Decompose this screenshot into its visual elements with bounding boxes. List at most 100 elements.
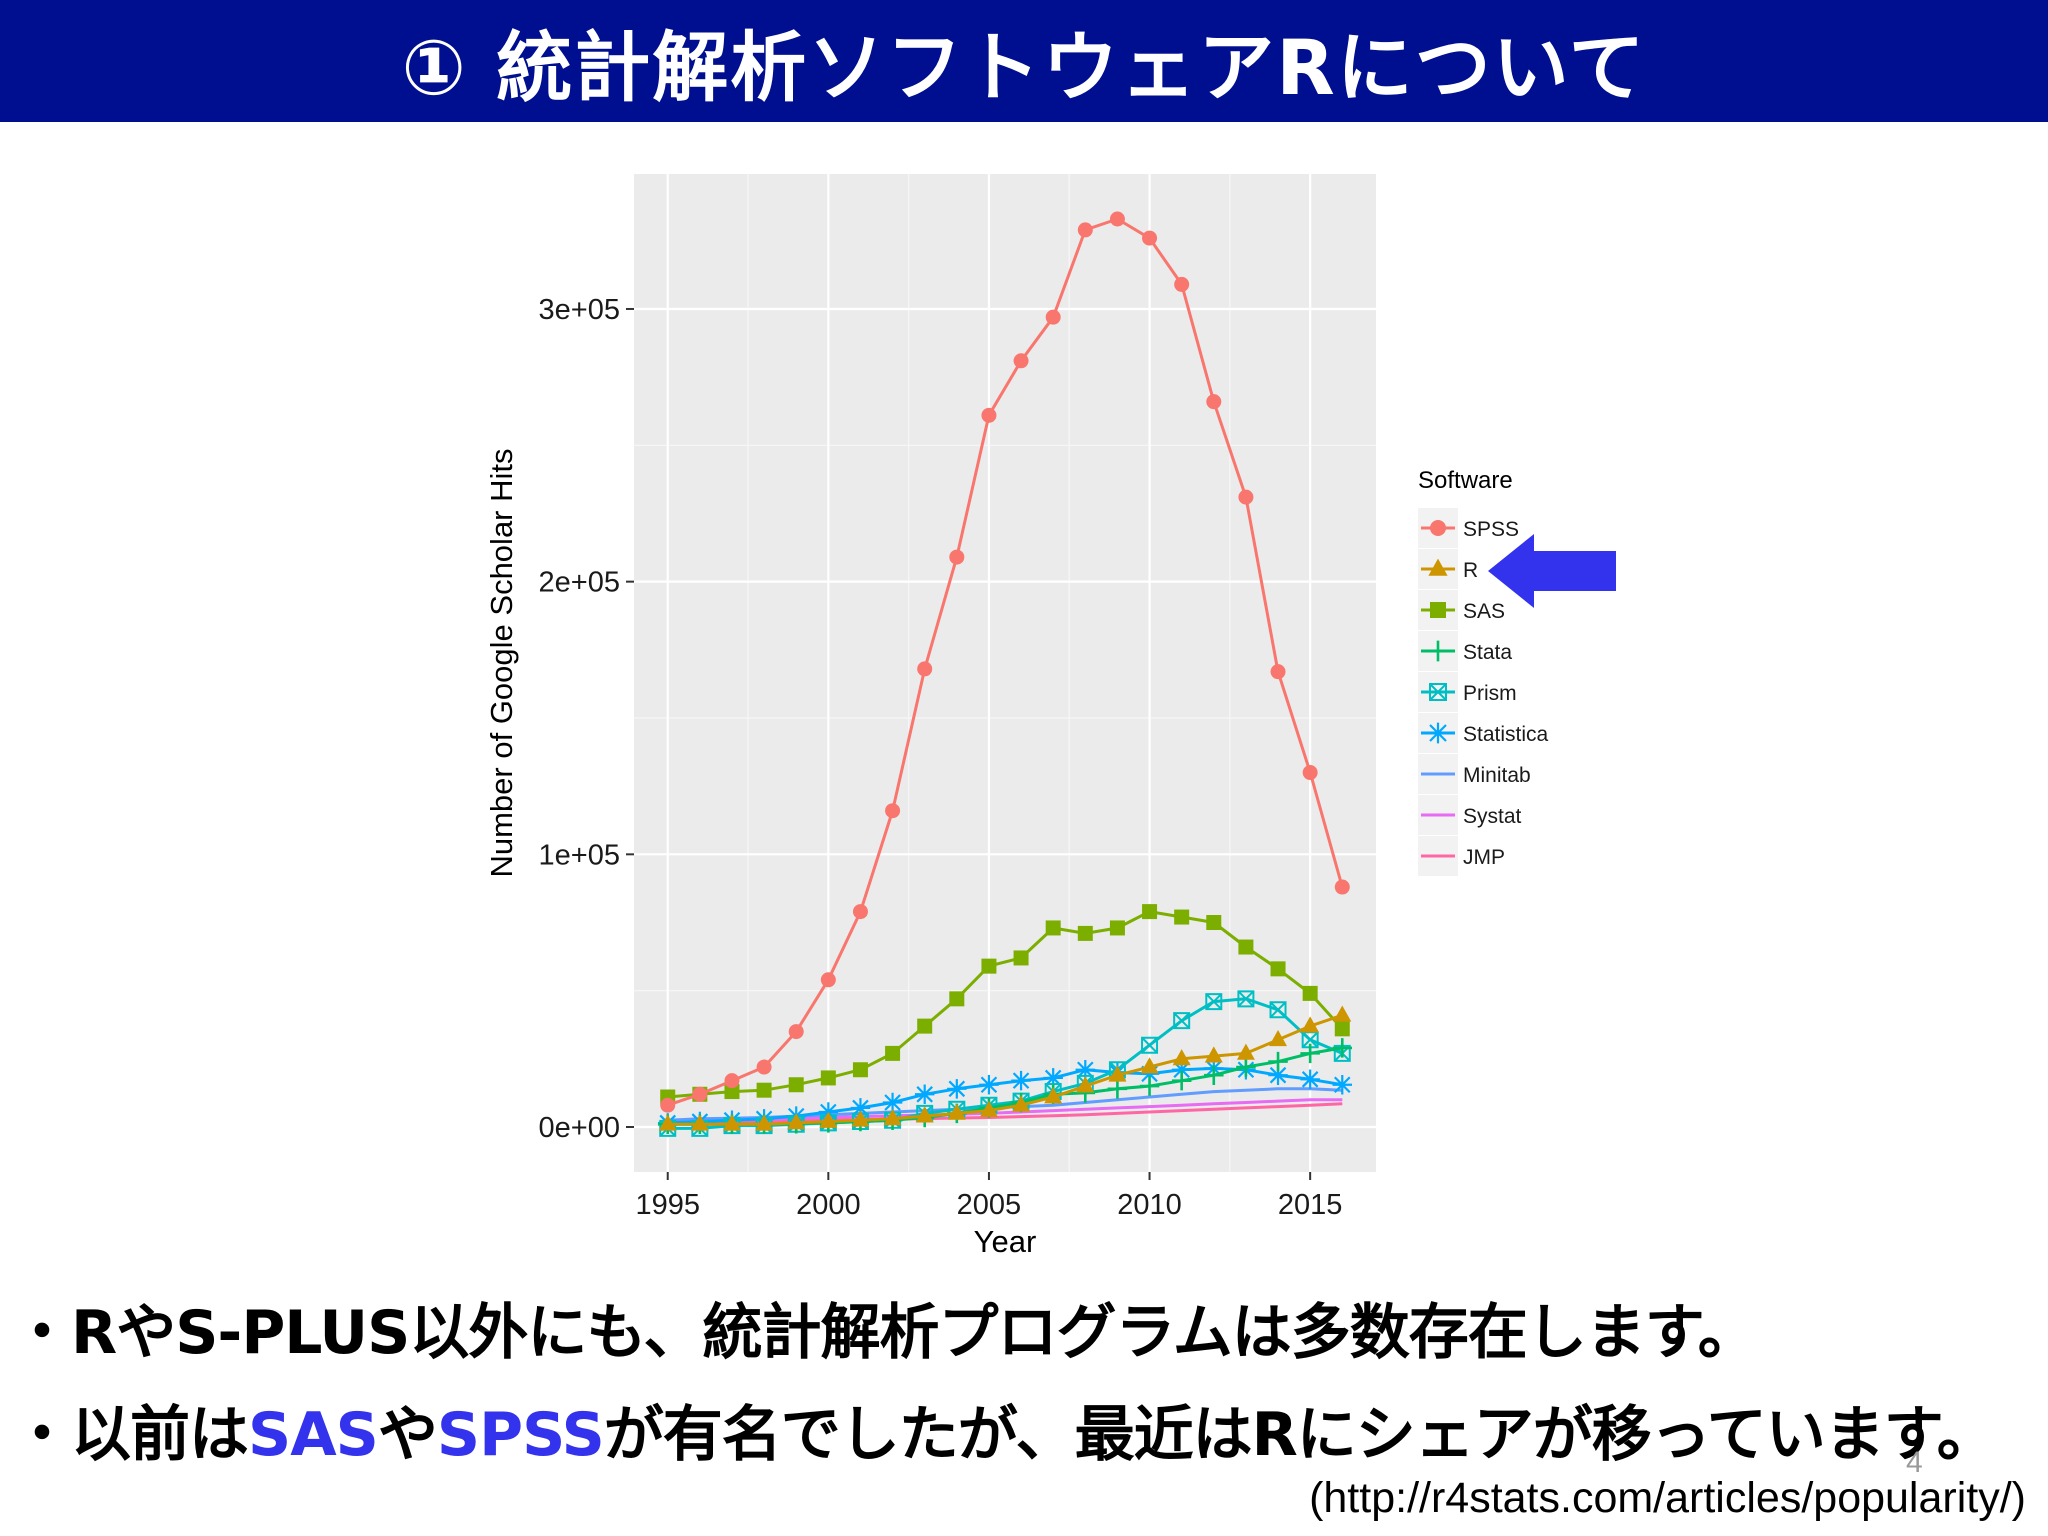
stata-point (1171, 1070, 1192, 1091)
spss-series-line (667, 217, 1344, 1107)
plot-panel (634, 174, 1376, 1172)
bullet-text: や (377, 1400, 438, 1470)
prism-point (1173, 1012, 1191, 1030)
highlighted-term: SAS (248, 1400, 379, 1470)
spss-point (1270, 664, 1286, 680)
r-point (947, 1103, 966, 1120)
y-tick-label: 0e+00 (539, 1112, 620, 1144)
sas-point (852, 1062, 868, 1078)
stata-point (1139, 1076, 1160, 1096)
r-point (658, 1114, 677, 1131)
legend-key-sas-marker (1430, 602, 1446, 618)
legend-key-spss-marker (1430, 520, 1446, 536)
r-series-line (667, 1013, 1343, 1126)
sas-point (724, 1084, 740, 1100)
y-tick-label: 1e+05 (539, 839, 620, 871)
statistica-point (1139, 1064, 1160, 1084)
statistica-point (850, 1098, 871, 1118)
statistica-point (1268, 1065, 1288, 1085)
legend-label-statistica: Statistica (1463, 723, 1549, 746)
spss-point (1302, 765, 1318, 781)
prism-point (1141, 1036, 1159, 1054)
legend-label-spss: SPSS (1463, 518, 1519, 541)
sas-point (1302, 985, 1318, 1001)
statistica-point (1011, 1070, 1031, 1091)
spss-point (1334, 879, 1350, 895)
r-point (722, 1114, 741, 1131)
legend-key-stata-marker (1427, 640, 1449, 662)
sas-point (981, 958, 997, 974)
sas-point (756, 1082, 772, 1098)
source-citation: (http://r4stats.com/articles/popularity/… (1309, 1474, 2026, 1522)
sas-point (820, 1070, 836, 1086)
sas-point (1109, 920, 1125, 936)
x-axis-label: Year (974, 1224, 1037, 1259)
spss-point (660, 1097, 676, 1113)
r-point (979, 1100, 998, 1118)
page-number: 4 (1906, 1446, 1923, 1479)
sas-point (949, 991, 965, 1007)
sas-series-line (667, 910, 1344, 1099)
spss-point (885, 803, 901, 819)
spss-point (1013, 353, 1029, 369)
prism-point (1269, 1001, 1287, 1019)
statistica-point (947, 1079, 967, 1099)
sas-point (1013, 950, 1029, 966)
spss-point (1109, 211, 1125, 227)
sas-point (1334, 1021, 1350, 1037)
spss-point (1142, 230, 1158, 246)
sas-point (885, 1045, 901, 1061)
r-point (819, 1111, 838, 1128)
y-tick-label: 2e+05 (539, 567, 620, 599)
spss-point (1174, 276, 1190, 292)
r-point (1333, 1005, 1352, 1022)
y-axis-label: Number of Google Scholar Hits (484, 448, 519, 877)
legend-key-statistica-marker (1427, 722, 1449, 744)
r-point (915, 1106, 934, 1123)
stata-point (1268, 1051, 1288, 1072)
r-point (851, 1110, 870, 1127)
sas-point (788, 1077, 804, 1093)
statistica-series-line (667, 1066, 1343, 1125)
bullet-text: が有名でしたが、最近はRにシェアが移っています。 (603, 1400, 1997, 1470)
r-point (1012, 1095, 1031, 1112)
bullet-text: ・以前は (12, 1400, 249, 1470)
x-tick-label: 1995 (635, 1189, 700, 1221)
spss-point (692, 1086, 708, 1102)
legend-label-systat: Systat (1463, 805, 1522, 828)
spss-point (1045, 309, 1061, 325)
r-point (1044, 1087, 1063, 1104)
slide-title: ① 統計解析ソフトウェアRについて (401, 23, 1647, 112)
sas-point (1270, 961, 1286, 977)
stata-point (1204, 1065, 1224, 1085)
stata-point (1300, 1043, 1320, 1064)
sas-point (1077, 925, 1093, 941)
bullet-text: ・RやS-PLUS以外にも、統計解析プログラムは多数存在します。 (12, 1298, 1758, 1368)
sas-point (1206, 915, 1222, 930)
legend-key-prism-marker (1429, 683, 1447, 701)
spss-point (1077, 222, 1093, 238)
legend-title: Software (1418, 467, 1513, 494)
stata-point (1107, 1079, 1128, 1099)
statistica-point (979, 1074, 999, 1095)
r-point (690, 1114, 709, 1131)
statistica-point (1043, 1068, 1063, 1088)
r-point (1140, 1057, 1159, 1074)
spss-point (852, 904, 868, 920)
statistica-point (1171, 1060, 1192, 1080)
spss-point (788, 1024, 804, 1040)
r-point (1269, 1030, 1288, 1047)
legend-label-prism: Prism (1463, 682, 1517, 705)
spss-point (917, 661, 933, 677)
r-point (1236, 1043, 1255, 1060)
left-arrow-icon (1488, 534, 1616, 608)
y-tick-label: 3e+05 (539, 294, 620, 326)
sas-point (917, 1018, 933, 1034)
x-tick-label: 2015 (1278, 1189, 1343, 1221)
x-tick-label: 2005 (957, 1189, 1022, 1221)
spss-point (820, 972, 836, 988)
stata-point (1332, 1038, 1353, 1058)
r-point (755, 1114, 774, 1131)
slide-title-bar: ① 統計解析ソフトウェアRについて (0, 0, 2048, 122)
